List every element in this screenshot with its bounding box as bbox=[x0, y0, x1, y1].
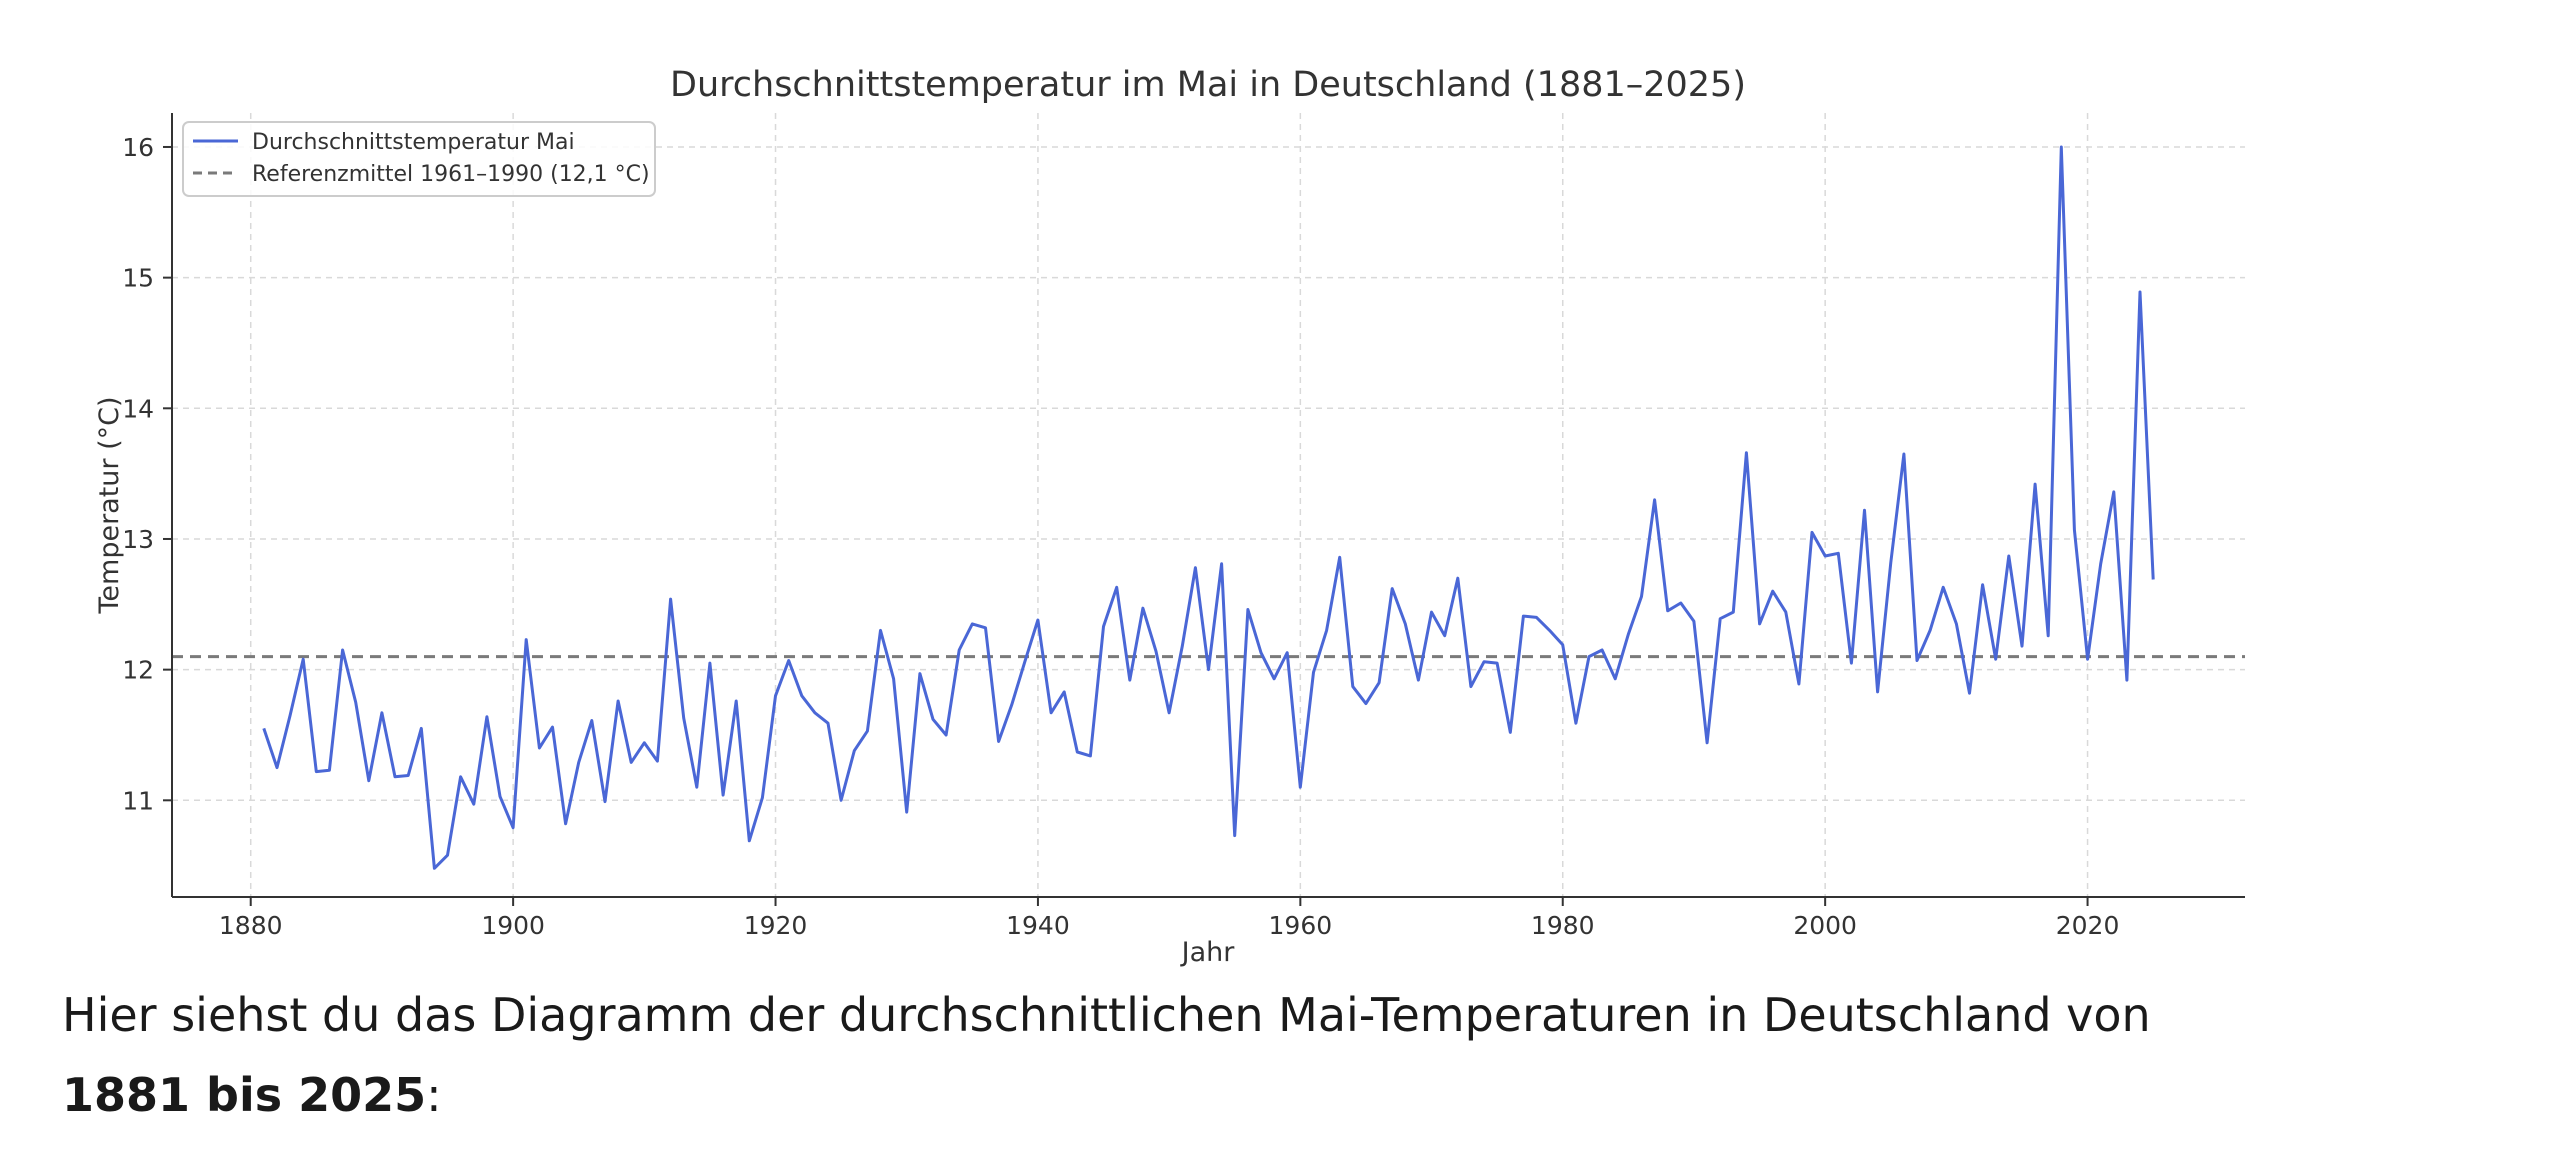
grid-layer bbox=[172, 113, 2245, 897]
y-tick-label: 11 bbox=[122, 786, 154, 815]
chart-title: Durchschnittstemperatur im Mai in Deutsc… bbox=[670, 65, 1746, 105]
caption: Hier siehst du das Diagramm der durchsch… bbox=[62, 975, 2262, 1135]
y-tick-label: 12 bbox=[122, 656, 154, 685]
x-tick-label: 1880 bbox=[219, 911, 283, 940]
caption-bold-range: 1881 bis 2025 bbox=[62, 1068, 427, 1122]
x-axis-label: Jahr bbox=[1180, 937, 1236, 968]
x-tick-label: 1900 bbox=[481, 911, 545, 940]
y-tick-label: 16 bbox=[122, 133, 154, 162]
x-tick-label: 1940 bbox=[1006, 911, 1070, 940]
chart-figure: 1880 1900 1920 1940 1960 1980 2000 2020 11 12 13 14… bbox=[94, 65, 2245, 968]
x-tick-label: 2000 bbox=[1793, 911, 1857, 940]
y-tick-label: 13 bbox=[122, 525, 154, 554]
legend-label-reference: Referenzmittel 1961–1990 (12,1 °C) bbox=[252, 162, 650, 187]
y-tick-label: 14 bbox=[122, 394, 154, 423]
series-layer bbox=[262, 145, 2155, 870]
legend-box bbox=[182, 121, 656, 197]
caption-text-after: : bbox=[426, 1068, 442, 1122]
x-tick-label: 1960 bbox=[1269, 911, 1333, 940]
axes-layer bbox=[171, 113, 2245, 898]
legend: Durchschnittstemperatur Mai Referenzmitt… bbox=[182, 121, 656, 197]
ticks-layer: 1880 1900 1920 1940 1960 1980 2000 2020 11 12 13 14… bbox=[122, 133, 2119, 940]
y-axis-label: Temperatur (°C) bbox=[94, 396, 125, 614]
y-tick-label: 15 bbox=[122, 264, 154, 293]
x-tick-label: 2020 bbox=[2056, 911, 2120, 940]
series-line-temperature bbox=[262, 145, 2155, 870]
x-tick-label: 1980 bbox=[1531, 911, 1595, 940]
legend-label-series: Durchschnittstemperatur Mai bbox=[252, 130, 575, 155]
x-tick-label: 1920 bbox=[744, 911, 808, 940]
caption-text-before: Hier siehst du das Diagramm der durchsch… bbox=[62, 988, 2151, 1042]
